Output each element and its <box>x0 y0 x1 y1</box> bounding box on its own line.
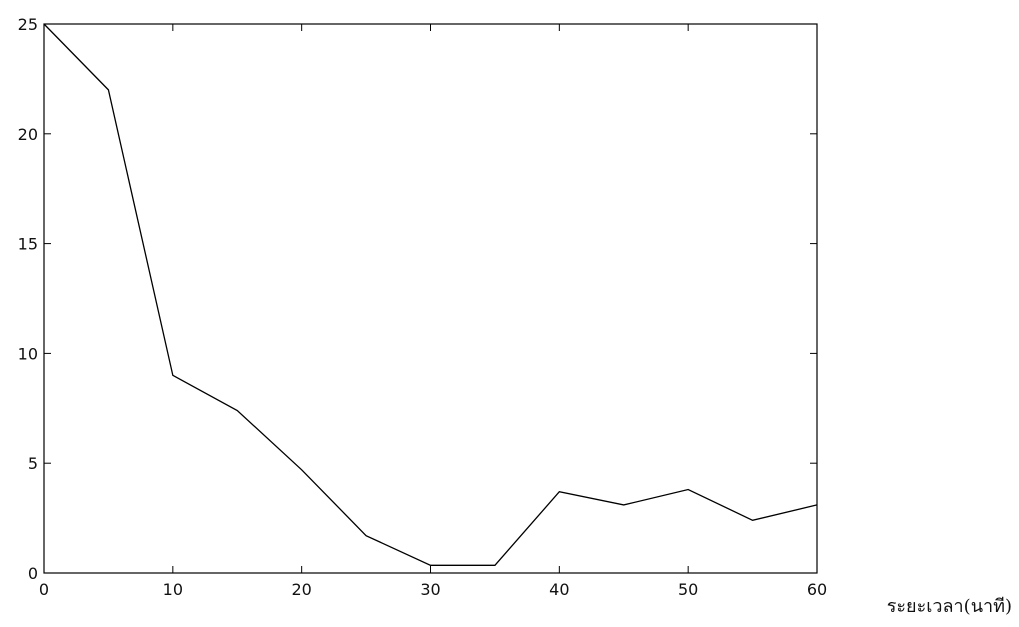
y-tick-label: 25 <box>18 15 38 34</box>
y-tick-label: 10 <box>18 344 38 363</box>
y-tick-label: 20 <box>18 125 38 144</box>
x-tick-label: 30 <box>420 580 440 599</box>
y-tick-label: 0 <box>28 564 38 583</box>
y-tick-label: 15 <box>18 235 38 254</box>
x-tick-label: 60 <box>807 580 827 599</box>
x-tick-label: 40 <box>549 580 569 599</box>
x-tick-label: 50 <box>678 580 698 599</box>
y-tick-label: 5 <box>28 454 38 473</box>
plot-box <box>43 23 818 574</box>
x-tick-label: 0 <box>39 580 49 599</box>
x-tick-label: 10 <box>163 580 183 599</box>
x-tick-label: 20 <box>291 580 311 599</box>
data-line <box>43 23 818 566</box>
x-axis-label: ระยะเวลา(นาที) <box>887 596 1012 617</box>
